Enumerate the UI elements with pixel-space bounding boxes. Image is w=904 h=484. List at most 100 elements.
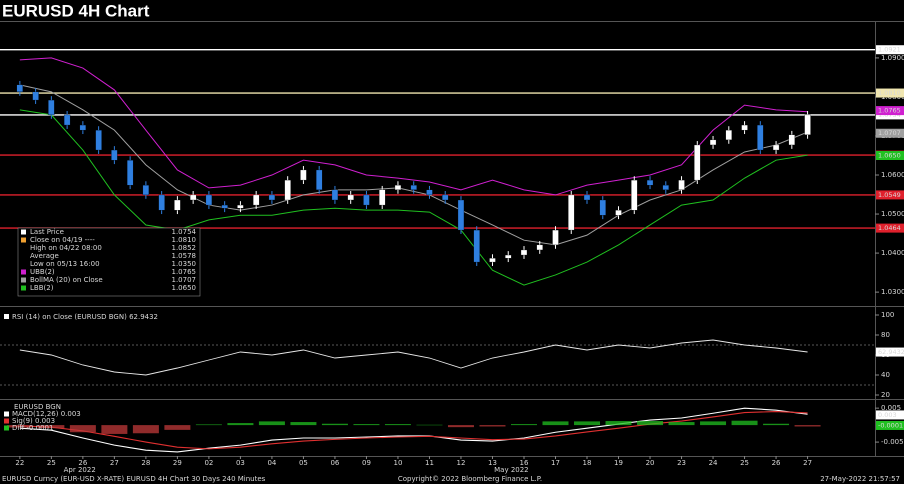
diff-bar (479, 425, 506, 427)
y-tick-label: 1.0600 (881, 171, 904, 179)
candle-body (473, 229, 480, 263)
candle-body (63, 114, 71, 126)
diff-bar (542, 421, 569, 426)
diff-bar (258, 421, 285, 426)
x-tick-label: 09 (362, 459, 371, 467)
level-tag-label: 1.0464 (878, 224, 901, 232)
x-tick-label: 11 (425, 459, 434, 467)
x-tick-label: 25 (47, 459, 56, 467)
candle-body (583, 194, 591, 201)
legend-name: Sig(9) (12, 417, 33, 425)
legend-label: High on 04/22 08:00 (30, 244, 102, 252)
candle-body (126, 160, 134, 186)
candle-body (237, 204, 244, 209)
x-tick-label: 24 (709, 459, 718, 467)
candle-body (678, 179, 685, 190)
macd-tag-box (876, 420, 904, 430)
candle-body (79, 124, 87, 131)
legend-label: Last Price (30, 228, 64, 236)
band-tag-box (876, 106, 904, 116)
diff-bar (195, 424, 222, 426)
rsi-title: RSI (14) on Close (EURUSD BGN) 62.9432 (12, 313, 158, 321)
diff-bar (353, 424, 380, 426)
candle-body (489, 258, 496, 263)
legend-label: UBB(2) (30, 268, 55, 276)
candle-body (757, 124, 764, 151)
candle-body (95, 129, 102, 151)
candle-body (694, 144, 701, 181)
month-label: Apr 2022 (64, 466, 96, 474)
legend-swatch (21, 285, 26, 291)
candle-body (32, 91, 39, 101)
candle-body (284, 179, 291, 201)
footer-left: EURUSD Curncy (EUR-USD X-RATE) EURUSD 4H… (2, 475, 266, 483)
x-tick-label: 06 (330, 459, 339, 467)
legend-swatch (21, 237, 26, 243)
candle-body (379, 189, 386, 206)
x-tick-label: 03 (236, 459, 245, 467)
legend-value: 1.0765 (172, 268, 197, 276)
x-tick-label: 10 (393, 459, 402, 467)
diff-bar (321, 423, 348, 426)
legend-value: 1.0810 (172, 236, 197, 244)
y-tick-label: 20 (881, 391, 890, 399)
x-tick-label: 12 (457, 459, 466, 467)
diff-bar (384, 424, 411, 426)
y-tick-label: 1.0300 (881, 288, 904, 296)
candle-body (615, 209, 622, 216)
candle-body (142, 185, 150, 196)
legend-value: -0.0001 (26, 424, 53, 432)
candle-body (158, 194, 165, 211)
legend-entry: Diff -0.0001 (12, 424, 53, 432)
legend-swatch (4, 418, 9, 424)
candle-body (363, 194, 370, 206)
candle-body (394, 185, 402, 190)
candle-body (268, 194, 276, 201)
candle-body (174, 199, 181, 211)
candle-body (442, 194, 449, 201)
candle-body (552, 229, 559, 246)
legend-value: 0.003 (35, 417, 55, 425)
level-tag-label: 1.0549 (878, 191, 901, 199)
x-tick-label: 29 (173, 459, 182, 467)
band-tag-box (876, 150, 904, 160)
x-tick-label: 16 (520, 459, 529, 467)
legend-swatch (4, 314, 9, 319)
candle-body (725, 129, 732, 141)
candle-body (788, 134, 795, 146)
diff-bar (700, 421, 727, 426)
level-tag-box (876, 223, 904, 233)
chart-title: EURUSD 4H Chart (2, 1, 150, 20)
rsi-tag-box (876, 347, 904, 357)
candle-body (331, 189, 339, 201)
level-tag-label: 1.0921 (878, 46, 901, 54)
legend-entry: MACD(12,26) 0.003 (12, 410, 81, 418)
level-tag-box (876, 45, 904, 55)
macd-tag-box (876, 410, 904, 420)
x-tick-label: 17 (551, 459, 560, 467)
diff-bar (38, 425, 65, 429)
diff-bar (227, 423, 254, 426)
y-tick-label: 1.0400 (881, 249, 904, 257)
candle-body (111, 149, 118, 161)
candle-body (205, 194, 213, 206)
macd-title: EURUSD BGN (14, 403, 61, 411)
x-tick-label: 22 (15, 459, 24, 467)
x-tick-label: 27 (803, 459, 812, 467)
diff-bar (668, 422, 695, 426)
candle-body (599, 199, 606, 216)
candle-body (662, 185, 669, 190)
month-label: May 2022 (494, 466, 529, 474)
diff-bar (605, 421, 632, 426)
diff-bar (132, 425, 159, 434)
diff-bar (794, 425, 821, 427)
x-tick-label: 20 (646, 459, 655, 467)
x-tick-label: 18 (583, 459, 592, 467)
candle-body (48, 99, 55, 116)
x-tick-label: 02 (204, 459, 213, 467)
diff-bar (731, 420, 758, 426)
candle-body (16, 84, 24, 93)
y-tick-label: -0.005 (881, 438, 904, 446)
candle-body (253, 194, 260, 206)
